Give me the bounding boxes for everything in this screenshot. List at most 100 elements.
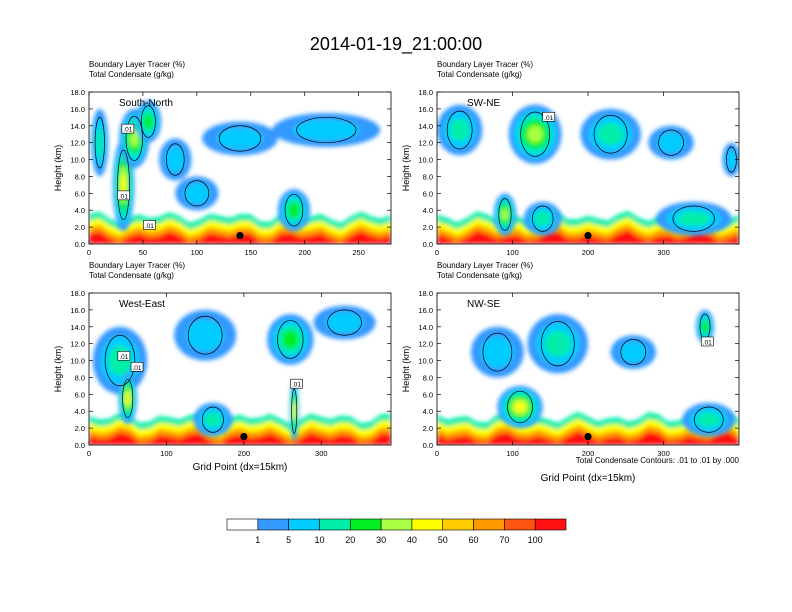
contour-footnote: Total Condensate Contours: .01 to .01 by… [576, 456, 740, 465]
contour-line [658, 129, 684, 156]
y-tick-label: 12.0 [70, 340, 85, 349]
contour-label-box [290, 378, 303, 389]
contour-line [620, 339, 647, 366]
blob-level-2 [619, 341, 648, 363]
contour-line [117, 149, 130, 221]
y-tick-label: 14.0 [418, 122, 433, 131]
tracer-blob [493, 193, 517, 236]
blob-level-2 [183, 182, 211, 204]
contour-line [187, 315, 223, 355]
colorbar-label: 5 [286, 535, 291, 545]
contour-line [166, 143, 185, 176]
blob-level-2 [725, 149, 738, 170]
tracer-blob [277, 189, 311, 232]
blob-level-3 [697, 412, 721, 428]
y-tick-label: 10.0 [70, 357, 85, 366]
x-tick-label: 200 [582, 248, 595, 257]
panel-label: NW-SE [467, 299, 500, 310]
location-marker [240, 432, 248, 441]
y-tick-label: 18.0 [418, 289, 433, 298]
y-tick-label: 4.0 [75, 206, 85, 215]
contour-line [284, 194, 304, 227]
contour-line [291, 388, 298, 434]
contour-label-box [143, 220, 156, 230]
contour-line [507, 390, 533, 424]
panel-header-condensate: Total Condensate (g/kg) [437, 271, 522, 280]
colorbar-label: 10 [314, 535, 324, 545]
blob-level-2 [325, 312, 364, 333]
x-tick-label: 100 [160, 449, 173, 458]
colorbar-swatch [288, 518, 320, 531]
y-axis-title: Height (km) [53, 346, 63, 393]
y-tick-label: 2.0 [75, 424, 85, 433]
contour-label: .01 [132, 365, 141, 372]
y-tick-label: 8.0 [75, 373, 85, 382]
colorbar: 1 5 10 20 30 40 50 60 70 100 [226, 518, 567, 545]
tracer-blob [523, 201, 562, 236]
y-tick-label: 12.0 [418, 139, 433, 148]
y-tick-label: 16.0 [418, 306, 433, 315]
condensate-contours [104, 309, 362, 434]
tracer-blob [497, 385, 543, 429]
y-tick-label: 4.0 [75, 407, 85, 416]
tracer-blob [91, 108, 109, 177]
panel-header-condensate: Total Condensate (g/kg) [89, 271, 174, 280]
contour-label-box [117, 351, 131, 361]
blob-level-3 [544, 330, 572, 357]
blob-level-4 [282, 330, 299, 349]
colorbar-swatch [349, 518, 382, 531]
panel-header-condensate: Total Condensate (g/kg) [437, 70, 522, 79]
y-tick-label: 14.0 [70, 323, 85, 332]
contour-label-box [117, 190, 130, 201]
plot-frame [88, 91, 392, 245]
colorbar-label: 70 [499, 535, 509, 545]
y-axis-title: Height (km) [53, 145, 63, 192]
colorbar-label: 100 [528, 535, 543, 545]
contour-label: .01 [292, 382, 301, 389]
panel-nw-se: Boundary Layer Tracer (%)Total Condensat… [401, 261, 740, 484]
y-tick-label: 6.0 [75, 189, 85, 198]
y-tick-label: 0.0 [75, 240, 85, 249]
blob-level-6 [120, 173, 127, 197]
contour-line [296, 116, 357, 144]
blob-level-2 [186, 319, 225, 351]
contour-line [184, 180, 210, 207]
x-tick-label: 100 [191, 248, 204, 257]
blob-level-3 [534, 211, 552, 227]
figure-title: 2014-01-19_21:00:00 [310, 34, 482, 55]
contour-line [94, 117, 105, 169]
colorbar-swatch [319, 518, 351, 531]
colorbar-swatch [442, 518, 474, 531]
colorbar-swatch [226, 518, 259, 531]
contour-line [520, 111, 551, 157]
x-tick-label: 0 [87, 449, 91, 458]
tracer-blob [527, 314, 588, 374]
colorbar-label: 50 [438, 535, 448, 545]
x-tick-label: 100 [506, 449, 519, 458]
contour-line [672, 205, 715, 232]
contour-label-box [542, 112, 556, 122]
y-axis-title: Height (km) [401, 346, 411, 393]
colorbar-label: 40 [407, 535, 417, 545]
tracer-blob [313, 305, 376, 340]
colorbar-swatch [473, 518, 505, 531]
contour-line [482, 332, 513, 372]
contour-label-box [700, 336, 714, 347]
blob-level-5 [527, 125, 543, 143]
tracer-field [437, 293, 739, 445]
condensate-contours [446, 110, 737, 232]
y-tick-label: 8.0 [423, 172, 433, 181]
y-tick-label: 0.0 [423, 240, 433, 249]
contour-line [446, 110, 473, 150]
y-tick-label: 4.0 [423, 206, 433, 215]
tracer-blob [682, 402, 736, 437]
y-tick-label: 18.0 [418, 88, 433, 97]
y-tick-label: 10.0 [70, 156, 85, 165]
contour-label: .01 [123, 127, 132, 134]
cloud-blobs [437, 104, 739, 236]
contour-label: .01 [145, 223, 154, 230]
y-tick-label: 18.0 [70, 88, 85, 97]
colorbar-swatch [411, 518, 444, 531]
blob-level-2 [293, 119, 360, 141]
blob-level-6 [293, 404, 296, 419]
